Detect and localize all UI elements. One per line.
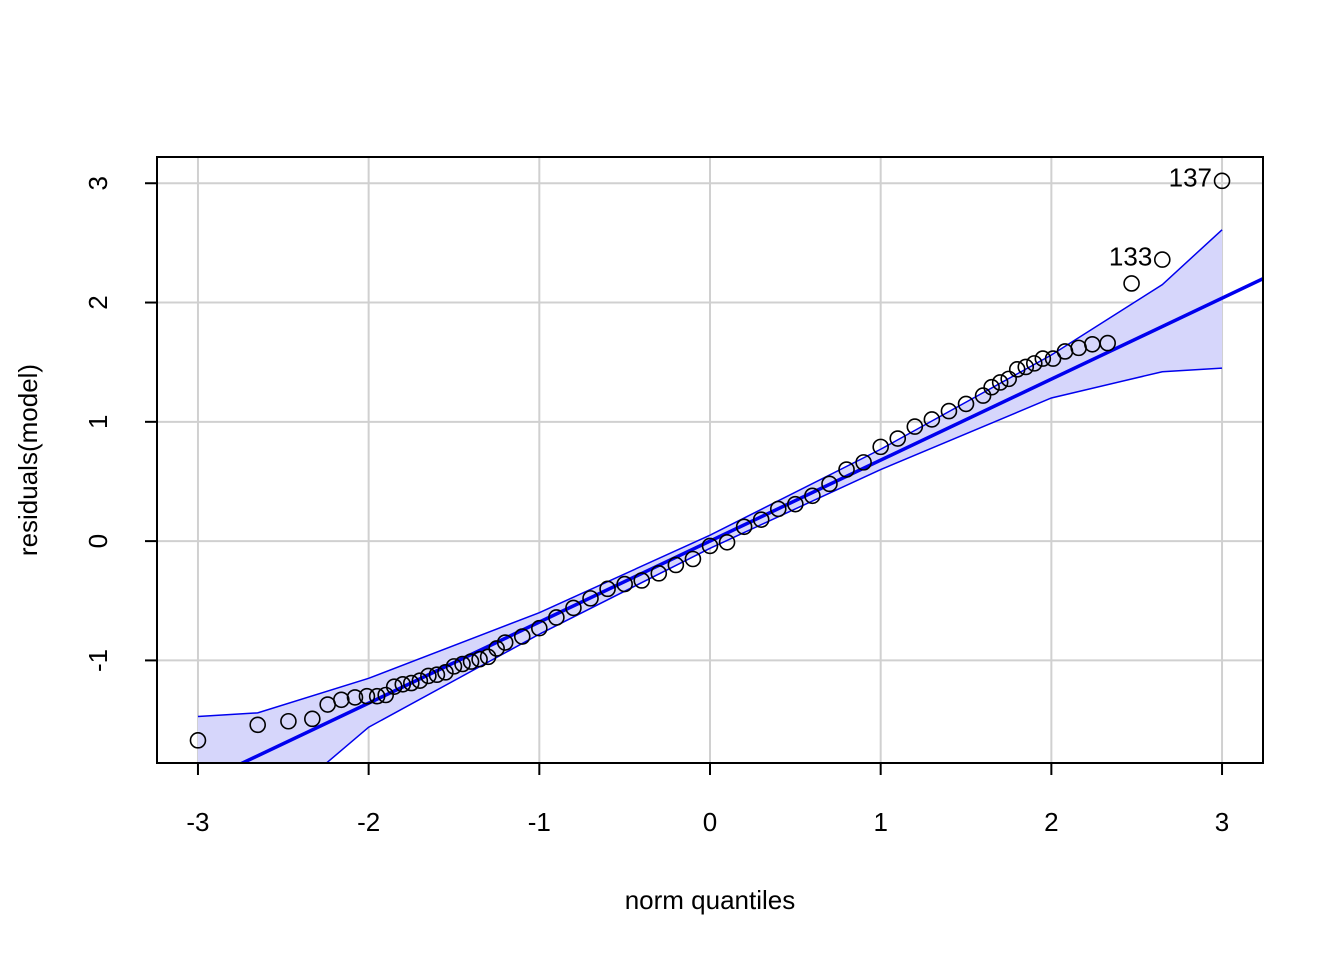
point [821, 475, 838, 493]
point [872, 438, 889, 456]
confidence-band [197, 229, 1223, 763]
point [496, 634, 514, 651]
x-tick-label: 0 [703, 807, 717, 837]
point [304, 710, 321, 728]
point [650, 565, 668, 582]
point [804, 487, 821, 505]
x-tick-label: 3 [1215, 807, 1229, 837]
point [445, 658, 463, 675]
point [1123, 275, 1140, 292]
point [437, 664, 454, 681]
point [599, 580, 616, 598]
y-axis-title: residuals(model) [13, 364, 43, 556]
point [189, 732, 207, 749]
band-upper [197, 229, 1223, 718]
y-tick-label: 2 [83, 295, 113, 309]
grid [157, 157, 1263, 763]
point [974, 387, 992, 404]
point-label: 137 [1169, 163, 1212, 193]
x-axis-title: norm quantiles [625, 885, 796, 915]
point [684, 550, 702, 568]
point [1213, 172, 1231, 190]
point [333, 691, 350, 709]
point [1034, 350, 1052, 367]
x-tick-label: 2 [1044, 807, 1058, 837]
point [394, 675, 412, 693]
point [735, 518, 753, 536]
point [403, 674, 420, 692]
point [420, 667, 437, 685]
point [769, 500, 787, 518]
plot-frame [156, 156, 1264, 764]
point [701, 537, 719, 555]
point [1153, 251, 1171, 268]
point [1025, 355, 1043, 372]
point [249, 716, 267, 734]
point [462, 653, 480, 670]
point [983, 378, 1000, 396]
point [454, 655, 471, 673]
point [411, 672, 429, 689]
band-lower [325, 367, 1223, 763]
x-tick-label: -3 [186, 807, 209, 837]
point [889, 430, 907, 447]
point [346, 689, 364, 706]
point [855, 454, 872, 471]
point [428, 666, 446, 684]
point [471, 650, 488, 668]
point [1000, 370, 1017, 388]
axes: -3 -2 -1 0 1 2 3 -1 0 1 2 3 137 133 [83, 156, 1264, 837]
x-tick-label: 1 [873, 807, 887, 837]
point [752, 511, 770, 528]
point [718, 534, 736, 551]
point-label: 133 [1109, 241, 1152, 271]
point [838, 461, 855, 478]
point [358, 687, 376, 705]
y-tick-label: 0 [83, 534, 113, 548]
point [548, 609, 565, 626]
point [957, 395, 975, 413]
point [565, 599, 582, 617]
point [1044, 350, 1062, 367]
point [616, 575, 633, 593]
point [479, 648, 497, 666]
point [368, 687, 386, 705]
point [531, 619, 548, 637]
x-tick-label: -1 [528, 807, 551, 837]
point [1008, 361, 1026, 378]
y-tick-label: 3 [83, 176, 113, 190]
point [923, 411, 941, 428]
point [633, 572, 651, 589]
point [940, 402, 958, 420]
y-tick-label: 1 [83, 415, 113, 429]
point [582, 590, 599, 607]
point [513, 628, 531, 645]
point [385, 678, 403, 695]
point [667, 556, 685, 574]
point [377, 686, 395, 704]
point [1017, 358, 1035, 376]
point [991, 374, 1009, 391]
y-tick-label: -1 [83, 649, 113, 672]
point [1099, 334, 1116, 352]
point [280, 712, 297, 730]
point [488, 640, 505, 657]
point [906, 418, 924, 435]
x-tick-label: -2 [357, 807, 380, 837]
point [787, 495, 804, 513]
reference-line [238, 277, 1263, 763]
plot-area [189, 172, 1263, 763]
